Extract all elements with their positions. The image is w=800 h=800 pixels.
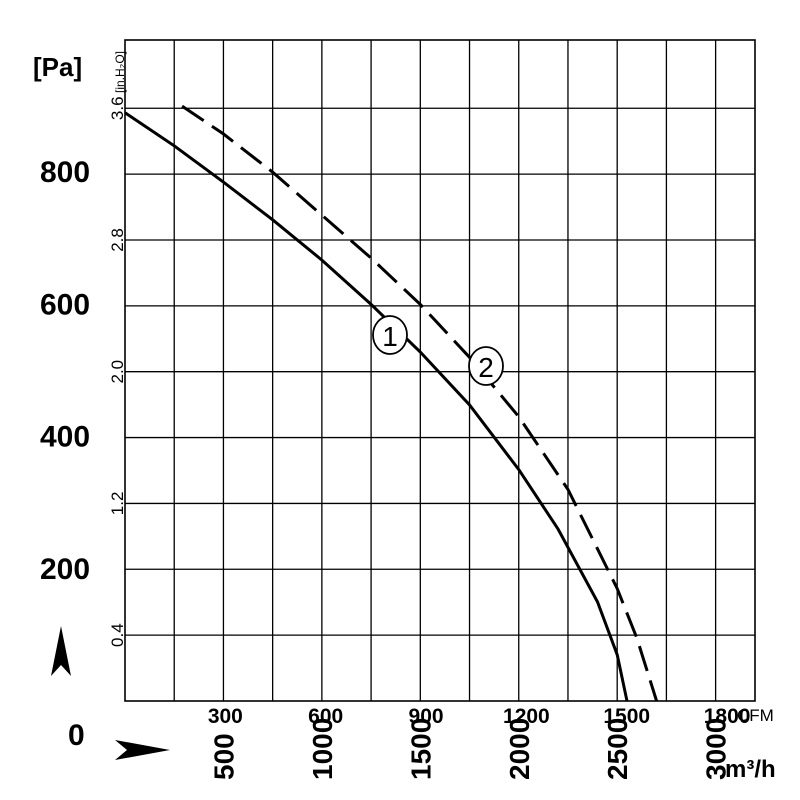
y-unit-pa-label: [Pa] — [33, 52, 82, 82]
y-tick-pa-label: 800 — [40, 156, 90, 189]
x-tick-m3h-label: 2500 — [602, 718, 633, 780]
series-2-label: 2 — [478, 352, 494, 383]
plot-grid — [125, 40, 755, 701]
x-tick-m3h-label: 2000 — [504, 718, 535, 780]
plot-frame — [124, 39, 756, 702]
y-tick-pa-label: 400 — [40, 421, 90, 454]
x-tick-m3h-label: 500 — [208, 733, 239, 780]
y-tick-pa-label: 600 — [40, 288, 90, 321]
y-tick-inh2o-label: 3.6 — [108, 96, 127, 120]
x-tick-cfm-label: 300 — [208, 705, 243, 728]
x-tick-cfm-label: 1200 — [503, 705, 550, 728]
x-unit-cfm-label: CFM — [737, 706, 774, 725]
pressure-arrow-icon — [51, 626, 71, 676]
curves — [124, 104, 659, 702]
x-tick-m3h-label: 1000 — [307, 718, 338, 780]
x-tick-cfm-label: 600 — [308, 705, 343, 728]
x-tick-cfm-label: 900 — [409, 705, 444, 728]
x-tick-m3h-label: 3000 — [701, 718, 732, 780]
series-1-marker: 1 — [372, 315, 408, 355]
series-2-marker: 2 — [468, 346, 504, 386]
y-zero-label: 0 — [68, 719, 85, 752]
y-tick-inh2o-label: 0.4 — [108, 623, 127, 647]
series-1-label: 1 — [382, 321, 398, 352]
y-tick-inh2o-label: 1.2 — [108, 492, 127, 516]
y-tick-inh2o-label: 2.8 — [108, 228, 127, 252]
flow-arrow-icon — [115, 740, 170, 760]
x-tick-cfm-label: 1500 — [603, 705, 650, 728]
y-tick-inh2o-label: 2.0 — [108, 360, 127, 384]
series-1-curve — [124, 111, 629, 702]
x-tick-m3h-label: 1500 — [405, 718, 436, 780]
x-unit-m3h-label: m³/h — [725, 756, 776, 783]
y-tick-pa-label: 200 — [40, 553, 90, 586]
series-2-curve — [181, 104, 659, 702]
x-tick-cfm-label: 1800 — [704, 705, 751, 728]
y-unit-inh2o-label: [in.H₂O] — [113, 51, 127, 93]
